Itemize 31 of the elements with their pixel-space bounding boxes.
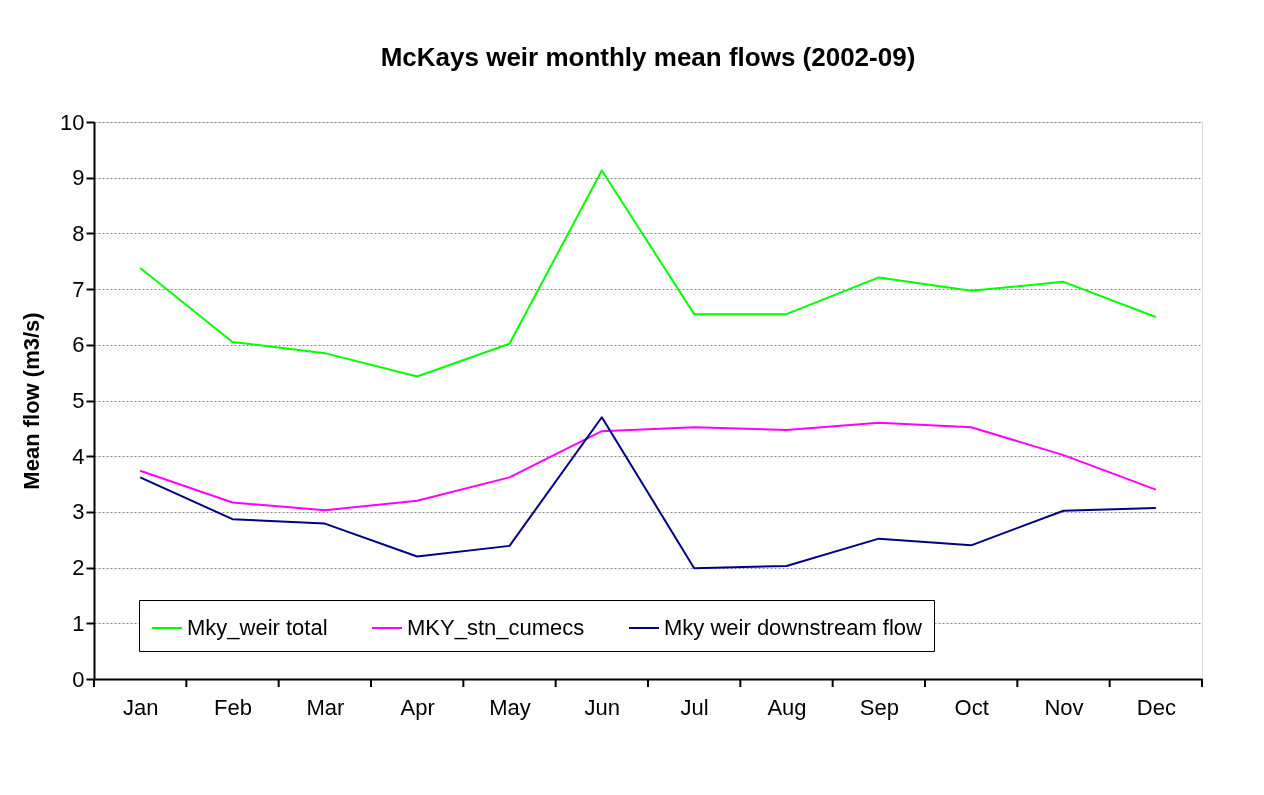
x-tick-label: Jul <box>680 694 709 720</box>
y-axis-title: Mean flow (m3/s) <box>19 312 45 490</box>
y-tick-label: 3 <box>72 499 85 525</box>
chart-title: McKays weir monthly mean flows (2002-09) <box>380 42 916 72</box>
legend-label: MKY_stn_cumecs <box>407 615 585 640</box>
x-tick-label: Apr <box>400 694 435 720</box>
x-tick-label: Nov <box>1044 694 1084 720</box>
y-tick-label: 4 <box>72 443 85 469</box>
line-series <box>139 169 1157 378</box>
y-tick-label: 9 <box>72 165 85 191</box>
x-tick-label: Aug <box>767 694 807 720</box>
x-tick-label: May <box>489 694 531 720</box>
x-tick-label: Jun <box>584 694 621 720</box>
x-tick-label: Mar <box>306 694 345 720</box>
y-tick-label: 10 <box>60 109 85 135</box>
line-series <box>139 416 1157 570</box>
x-tick-label: Feb <box>214 694 252 720</box>
y-tick-label: 8 <box>72 220 85 246</box>
y-tick-label: 0 <box>72 666 85 692</box>
y-tick-label: 6 <box>72 332 85 358</box>
x-tick-label: Sep <box>859 694 899 720</box>
y-tick-label: 5 <box>72 388 85 413</box>
legend-label: Mky weir downstream flow <box>664 615 923 640</box>
y-tick-label: 7 <box>72 276 85 302</box>
x-tick-label: Dec <box>1136 694 1176 720</box>
x-tick-label: Oct <box>954 694 989 720</box>
line-series <box>139 421 1157 512</box>
x-tick-label: Jan <box>122 694 159 720</box>
y-tick-label: 2 <box>72 555 85 581</box>
legend-label: Mky_weir total <box>187 615 328 640</box>
y-tick-label: 1 <box>72 610 85 636</box>
